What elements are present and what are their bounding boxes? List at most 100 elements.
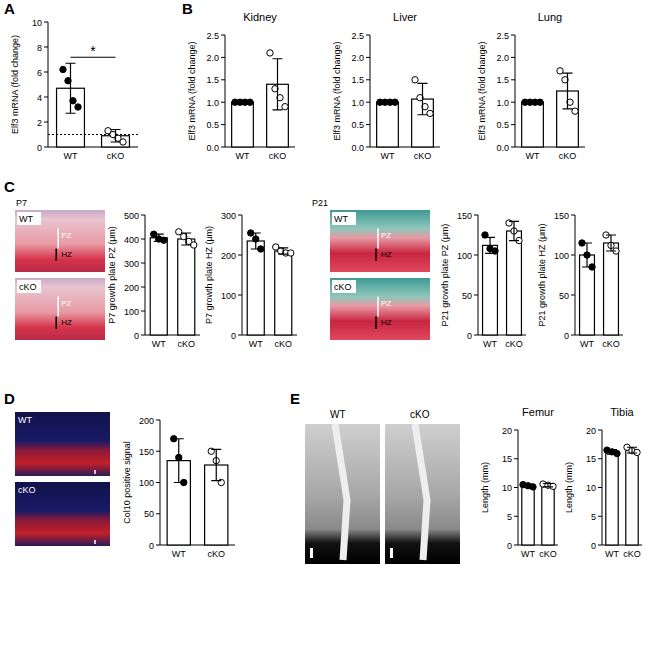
y-tick-label: 150 [457,211,472,221]
y-tick [44,72,48,73]
y-tick-label: 10 [32,18,42,28]
x-tick-label: cKO [602,339,620,349]
xray-image [385,424,460,564]
y-tick-label: 0.0 [496,143,509,153]
error-bar [383,102,393,103]
y-tick-label: 2.5 [351,31,364,41]
y-tick [156,482,160,483]
error-bar [111,130,121,143]
chart-title: Liver [393,11,417,23]
zone-line [377,229,379,249]
x-tick-label: cKO [623,549,641,559]
y-tick [156,545,160,546]
y-tick-label: 150 [554,211,569,221]
chart: 05101520WTcKOTibiaLength (mm) [564,406,642,559]
y-tick [598,516,602,517]
y-tick [571,335,575,336]
zone-line [375,248,377,260]
label-box [17,212,41,225]
image-title: P21 [312,198,328,208]
y-tick [511,79,515,80]
error-bar [523,484,533,487]
x-tick-label: cKO [414,151,432,161]
data-area [150,229,197,335]
y-axis-label: Col10 positive signal [122,441,132,524]
y-tick-label: 100 [554,251,569,261]
chart-title: Tibia [610,406,634,418]
error-bar [278,248,288,254]
y-tick [238,215,242,216]
data-point [161,237,167,243]
micrograph [330,210,430,272]
y-tick [221,124,225,125]
y-axis [242,215,243,335]
y-tick-label: 0 [231,331,236,341]
y-tick-label: 50 [144,509,154,519]
y-tick [598,545,602,546]
data-area [482,220,522,335]
y-tick [221,79,225,80]
x-tick-label: cKO [177,339,195,349]
fluorescence-image [15,482,110,546]
bar [606,452,618,545]
image-label: cKO [19,282,37,292]
image-label: WT [334,214,348,224]
zone-line [377,297,379,317]
y-tick-label: 100 [457,251,472,261]
y-tick [598,458,602,459]
image-label: WT [330,409,346,420]
y-tick-label: 0 [591,541,596,551]
y-tick [141,215,145,216]
data-area [579,232,619,335]
zone-line [57,229,59,249]
zone-label: HZ [61,318,72,327]
y-tick-label: 1.5 [351,75,364,85]
fluorescence-image [15,412,110,476]
y-tick-label: 10 [586,483,596,493]
y-tick-label: 100 [139,478,154,488]
error-bar [528,102,538,103]
data-point [572,108,578,114]
error-bar [211,449,221,480]
figure: ABCDEP7WTPZHZcKOPZHZP21WTPZHZcKOPZHZWTcK… [0,0,660,661]
data-area [48,63,138,147]
y-tick [366,102,370,103]
y-tick [141,335,145,336]
y-axis-label: P7 growth plate PZ (μm) [107,226,117,324]
y-axis-label: Elf3 mRNA (fold change) [477,41,487,140]
x-tick-label: cKO [559,151,577,161]
zone-label: PZ [61,299,71,308]
y-tick-label: 0 [564,331,569,341]
y-tick-label: 100 [124,307,139,317]
image-label: cKO [410,409,430,420]
y-tick [141,287,145,288]
bar [522,486,534,545]
error-bar [181,233,191,245]
x-tick-label: cKO [269,151,287,161]
panel-label: E [290,390,300,407]
data-point [288,250,294,256]
y-tick [141,311,145,312]
label-box [332,280,356,293]
x-tick-label: cKO [107,151,125,161]
y-tick [366,57,370,58]
y-tick [44,22,48,23]
scale-bar [310,548,313,558]
zone-label: HZ [381,250,392,259]
zone-label: PZ [61,231,71,240]
xray-image [305,424,380,564]
bar [232,102,254,147]
error-bar [485,237,495,253]
scale-bar [390,548,393,558]
y-tick-label: 150 [139,447,154,457]
chart: 0.00.51.01.52.02.5WTcKOLiverElf3 mRNA (f… [332,11,440,161]
y-tick [514,458,518,459]
chart: 05101520WTcKOFemurLength (mm) [480,406,558,559]
data-point [267,50,273,56]
data-area [167,436,228,545]
chart: 0246810WTcKOElf3 mRNA (fold change)* [10,18,138,162]
y-tick [156,420,160,421]
label-box [332,212,356,225]
y-tick [366,35,370,36]
bar [507,231,522,335]
